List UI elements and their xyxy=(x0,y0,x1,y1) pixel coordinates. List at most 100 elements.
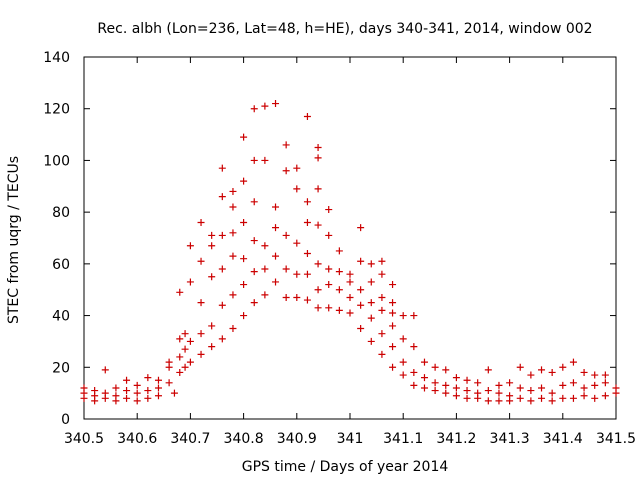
data-point xyxy=(389,322,397,330)
data-point xyxy=(399,371,407,379)
data-point xyxy=(452,384,460,392)
data-point xyxy=(484,397,492,405)
data-point xyxy=(240,281,248,289)
data-point xyxy=(569,379,577,387)
data-point xyxy=(538,366,546,374)
data-point xyxy=(186,242,194,250)
data-point xyxy=(367,278,375,286)
data-point xyxy=(463,376,471,384)
x-tick-label: 341.3 xyxy=(490,431,530,447)
data-point xyxy=(527,371,535,379)
y-tick-label: 0 xyxy=(61,412,70,428)
data-point xyxy=(176,368,184,376)
data-point xyxy=(303,296,311,304)
data-point xyxy=(250,156,258,164)
data-point xyxy=(410,343,418,351)
plot-frame xyxy=(83,56,617,420)
data-point xyxy=(357,286,365,294)
data-point xyxy=(580,384,588,392)
data-point xyxy=(293,185,301,193)
data-points xyxy=(80,100,620,405)
data-point xyxy=(133,381,141,389)
data-point xyxy=(303,218,311,226)
data-point xyxy=(282,265,290,273)
data-point xyxy=(250,299,258,307)
data-point xyxy=(314,154,322,162)
data-point xyxy=(91,387,99,395)
data-point xyxy=(357,257,365,265)
data-point xyxy=(335,247,343,255)
data-point xyxy=(399,335,407,343)
data-point xyxy=(101,366,109,374)
data-point xyxy=(335,306,343,314)
x-axis: 340.5 340.6 340.7 340.8 340.9 341 341.1 341.2 34… xyxy=(64,57,636,447)
data-point xyxy=(378,350,386,358)
data-point xyxy=(165,358,173,366)
data-point xyxy=(293,293,301,301)
data-point xyxy=(357,325,365,332)
data-point xyxy=(495,389,503,397)
data-point xyxy=(282,231,290,239)
data-point xyxy=(272,252,280,260)
data-point xyxy=(399,358,407,366)
data-point xyxy=(80,384,88,392)
data-point xyxy=(293,164,301,172)
data-point xyxy=(218,164,226,172)
data-point xyxy=(516,363,524,371)
data-point xyxy=(250,198,258,206)
x-tick-label: 340.7 xyxy=(170,431,210,447)
data-point xyxy=(325,231,333,239)
data-point xyxy=(154,384,162,392)
x-axis-label: GPS time / Days of year 2014 xyxy=(242,459,449,475)
data-point xyxy=(272,100,280,108)
data-point xyxy=(282,167,290,175)
data-point xyxy=(229,325,237,332)
data-point xyxy=(314,185,322,193)
data-point xyxy=(197,218,205,226)
data-point xyxy=(591,381,599,389)
data-point xyxy=(506,379,514,387)
data-point xyxy=(389,363,397,371)
data-point xyxy=(367,337,375,345)
data-point xyxy=(197,257,205,265)
data-point xyxy=(378,306,386,314)
data-point xyxy=(181,363,189,371)
data-point xyxy=(303,112,311,120)
data-point xyxy=(580,368,588,376)
data-point xyxy=(389,309,397,317)
y-tick-label: 80 xyxy=(52,205,70,221)
data-point xyxy=(591,394,599,402)
data-point xyxy=(261,291,269,299)
data-point xyxy=(186,358,194,366)
data-point xyxy=(229,252,237,260)
data-point xyxy=(527,387,535,395)
data-point xyxy=(240,255,248,263)
x-tick-label: 341 xyxy=(337,431,364,447)
data-point xyxy=(261,265,269,273)
data-point xyxy=(463,394,471,402)
data-point xyxy=(335,268,343,276)
data-point xyxy=(538,394,546,402)
y-axis-label: STEC from uqrg / TECUs xyxy=(6,156,22,324)
data-point xyxy=(410,312,418,320)
y-tick-label: 60 xyxy=(52,257,70,273)
data-point xyxy=(144,394,152,402)
data-point xyxy=(484,366,492,374)
x-tick-label: 341.5 xyxy=(596,431,636,447)
y-tick-label: 140 xyxy=(43,50,70,66)
data-point xyxy=(548,389,556,397)
data-point xyxy=(314,221,322,229)
data-point xyxy=(612,384,620,392)
data-point xyxy=(272,278,280,286)
data-point xyxy=(314,260,322,268)
data-point xyxy=(378,257,386,265)
data-point xyxy=(495,397,503,405)
data-point xyxy=(569,358,577,366)
data-point xyxy=(601,392,609,400)
data-point xyxy=(601,371,609,379)
data-point xyxy=(559,381,567,389)
data-point xyxy=(325,281,333,289)
data-point xyxy=(261,242,269,250)
data-point xyxy=(240,218,248,226)
